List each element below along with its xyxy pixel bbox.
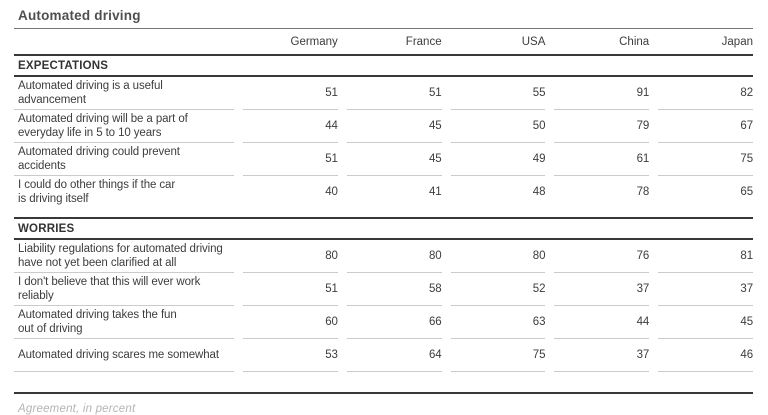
bottom-spacer [14,372,753,392]
value-cell: 82 [658,77,753,110]
value-cell: 50 [450,110,545,143]
worries-rule [14,238,753,240]
column-header-usa: USA [521,36,546,48]
row-label: Automated driving is a useful advancemen… [14,77,234,110]
section-header-expectations: EXPECTATIONS [18,60,109,72]
table-row: Liability regulations for automated driv… [14,240,753,273]
row-label: Automated driving scares me somewhat [14,339,234,372]
value-cell: 44 [243,110,338,143]
value-cell: 64 [346,339,442,372]
value-cell: 51 [243,273,338,306]
value-cell: 46 [658,339,753,372]
value-cell: 61 [554,143,649,176]
value-cell: 80 [450,240,545,273]
value-cell: 66 [346,306,442,339]
table-row: Automated driving could prevent accident… [14,143,753,176]
table-row: I don't believe that this will ever work… [14,273,753,306]
value-cell: 37 [554,273,649,306]
value-cell: 58 [346,273,442,306]
column-header-china: China [619,36,650,48]
value-cell: 44 [554,306,649,339]
value-cell: 37 [658,273,753,306]
column-header-germany: Germany [290,36,338,48]
table-row: Automated driving is a useful advancemen… [14,77,753,110]
value-cell: 75 [658,143,753,176]
table-row: Automated driving scares me somewhat 53 … [14,339,753,372]
value-cell: 40 [325,186,338,198]
row-label: Automated driving takes the fun out of d… [14,306,234,339]
value-cell: 65 [740,186,753,198]
table-header-row: Germany France USA China Japan [14,29,754,54]
worries-top-rule [14,217,753,219]
value-cell: 51 [243,143,338,176]
value-cell: 78 [636,186,650,198]
value-cell: 48 [532,186,546,198]
statistics-table: Germany France USA China Japan EXPECTATI… [14,29,753,415]
table-row: Automated driving will be a part of ever… [14,110,753,143]
footer-rule [14,392,753,394]
value-cell: 63 [450,306,545,339]
value-cell: 41 [429,186,442,198]
page-title: Automated driving [14,0,753,29]
row-label: Automated driving will be a part of ever… [14,110,234,143]
expectations-rule [14,75,753,77]
value-cell: 37 [554,339,649,372]
value-cell: 45 [346,143,442,176]
table-row: I could do other things if the car is dr… [14,176,753,217]
footnote: Agreement, in percent [18,403,136,415]
value-cell: 76 [554,240,649,273]
row-label: I could do other things if the car is dr… [18,178,176,206]
value-cell: 52 [450,273,545,306]
value-cell: 53 [243,339,338,372]
column-header-france: France [405,36,442,48]
value-cell: 79 [554,110,649,143]
row-label: Liability regulations for automated driv… [14,240,234,273]
value-cell: 49 [450,143,545,176]
value-cell: 80 [346,240,442,273]
column-header-japan: Japan [721,36,753,48]
value-cell: 51 [346,77,442,110]
value-cell: 55 [450,77,545,110]
header-rule [14,54,753,56]
value-cell: 75 [450,339,545,372]
table-row: Automated driving takes the fun out of d… [14,306,753,339]
row-label: Automated driving could prevent accident… [14,143,234,176]
value-cell: 45 [658,306,753,339]
section-header-worries: WORRIES [18,223,75,235]
value-cell: 81 [658,240,753,273]
value-cell: 67 [658,110,753,143]
value-cell: 91 [554,77,649,110]
value-cell: 60 [243,306,338,339]
value-cell: 51 [243,77,338,110]
value-cell: 45 [346,110,442,143]
row-label: I don't believe that this will ever work… [14,273,234,306]
value-cell: 80 [243,240,338,273]
column-header-empty [14,29,234,54]
